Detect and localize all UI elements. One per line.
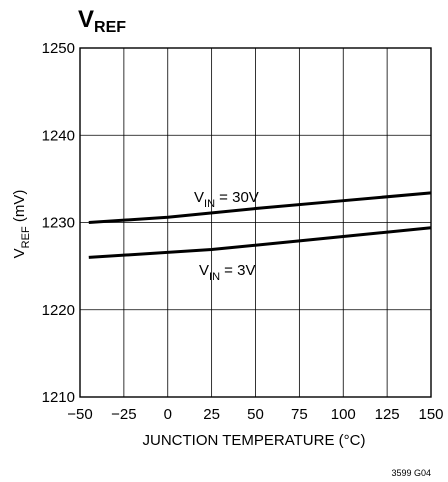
grid: [80, 48, 431, 397]
y-tick-label: 1210: [42, 389, 75, 406]
y-tick-label: 1250: [42, 40, 75, 57]
y-tick-label: 1240: [42, 127, 75, 144]
series-line-0: [88, 191, 432, 224]
series-label-vin-30v: VIN = 30V: [194, 189, 259, 210]
plot-frame: [79, 47, 432, 398]
chart-title: VREF: [78, 6, 127, 36]
y-tick-label: 1230: [42, 215, 75, 232]
x-tick-label: 75: [291, 406, 308, 423]
x-tick-label: 150: [418, 406, 443, 423]
x-tick-label: 125: [375, 406, 400, 423]
x-tick-label: 25: [203, 406, 220, 423]
figure-id: 3599 G04: [391, 468, 431, 478]
x-axis-label: JUNCTION TEMPERATURE (°C): [143, 432, 366, 449]
x-tick-label: 50: [247, 406, 264, 423]
y-tick-labels: 1210 1220 1230 1240 1250: [42, 40, 75, 406]
series-group: [88, 191, 432, 259]
series-line-1: [88, 226, 432, 259]
x-tick-label: 100: [331, 406, 356, 423]
x-tick-labels: −50 −25 0 25 50 75 100 125 150: [67, 406, 443, 423]
y-axis-label: VREF (mV): [11, 190, 32, 259]
x-tick-label: −25: [111, 406, 136, 423]
series-label-vin-3v: VIN = 3V: [199, 262, 255, 283]
x-tick-label: −50: [67, 406, 92, 423]
y-tick-label: 1220: [42, 302, 75, 319]
x-tick-label: 0: [164, 406, 172, 423]
